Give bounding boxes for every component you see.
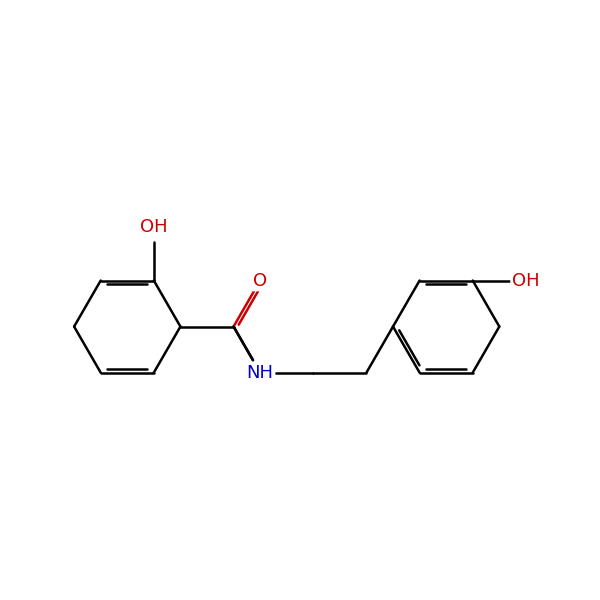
Text: OH: OH	[512, 272, 540, 290]
Text: O: O	[253, 272, 267, 290]
Text: NH: NH	[247, 364, 274, 382]
Text: OH: OH	[140, 218, 167, 236]
